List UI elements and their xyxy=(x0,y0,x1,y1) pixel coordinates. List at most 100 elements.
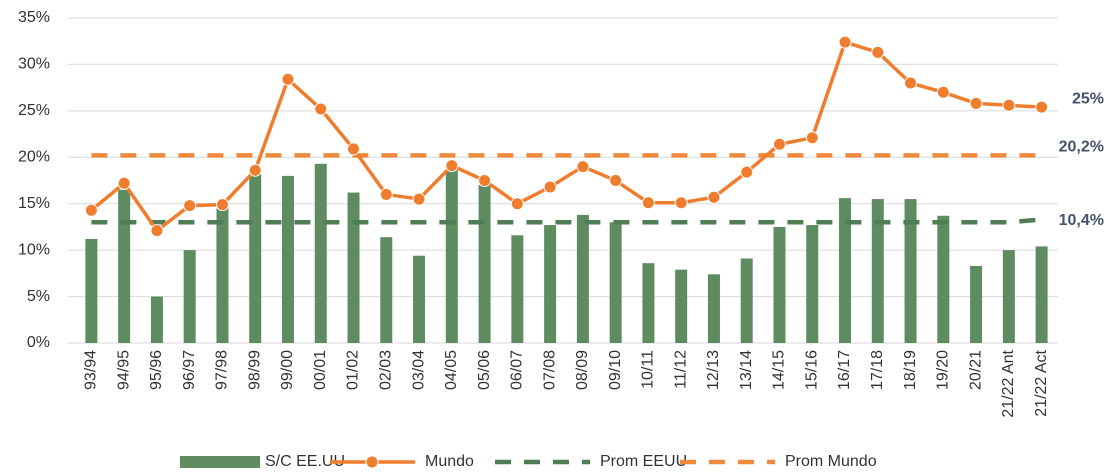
x-tick-label: 14/15 xyxy=(771,350,788,390)
x-tick-label: 09/10 xyxy=(607,350,624,390)
bar xyxy=(609,222,622,343)
marker xyxy=(84,203,98,217)
marker xyxy=(609,174,623,187)
y-tick-label: 0% xyxy=(27,334,50,351)
x-tick-label: 18/19 xyxy=(902,350,919,390)
bar xyxy=(413,255,426,343)
marker xyxy=(674,196,688,210)
x-tick-label: 21/22 Act xyxy=(1033,349,1050,416)
marker xyxy=(117,176,131,190)
x-tick-label: 96/97 xyxy=(181,350,198,390)
y-tick-label: 35% xyxy=(18,9,50,26)
x-tick-label: 19/20 xyxy=(935,350,952,390)
bar xyxy=(544,225,557,343)
bar xyxy=(347,192,360,343)
marker xyxy=(805,131,819,145)
marker xyxy=(838,35,852,49)
marker xyxy=(871,45,885,59)
x-tick-label: 03/04 xyxy=(410,350,427,390)
bar xyxy=(118,189,131,343)
annotation: 20,2% xyxy=(1059,139,1104,156)
y-tick-label: 10% xyxy=(18,241,50,258)
y-tick-label: 25% xyxy=(18,102,50,119)
marker xyxy=(1002,98,1016,112)
legend-swatch xyxy=(365,455,379,469)
bar xyxy=(576,214,589,343)
x-tick-label: 02/03 xyxy=(378,350,395,390)
bar xyxy=(740,258,753,343)
bar xyxy=(904,199,917,343)
marker xyxy=(150,224,164,238)
x-tick-label: 05/06 xyxy=(476,350,493,390)
x-tick-label: 21/22 Ant xyxy=(1000,349,1017,417)
marker xyxy=(248,163,262,177)
marker xyxy=(445,159,459,173)
marker xyxy=(576,160,590,174)
y-tick-label: 15% xyxy=(18,195,50,212)
marker xyxy=(740,165,754,179)
bar xyxy=(675,269,688,343)
x-tick-label: 10/11 xyxy=(640,350,657,389)
bar xyxy=(806,225,819,343)
x-tick-label: 93/94 xyxy=(83,350,100,390)
x-tick-label: 17/18 xyxy=(869,350,886,390)
x-tick-label: 99/00 xyxy=(279,350,296,390)
x-tick-label: 98/99 xyxy=(246,350,263,390)
bar xyxy=(85,239,98,343)
x-tick-label: 20/21 xyxy=(967,350,984,390)
x-tick-label: 16/17 xyxy=(836,350,853,390)
line xyxy=(90,39,1042,234)
bar xyxy=(707,274,720,343)
bar xyxy=(249,174,262,343)
bar xyxy=(1002,250,1015,343)
x-tick-label: 11/12 xyxy=(672,350,689,389)
bar xyxy=(511,235,524,343)
marker xyxy=(936,85,950,99)
x-tick-label: 04/05 xyxy=(443,350,460,390)
marker xyxy=(347,142,361,156)
legend-swatch xyxy=(180,456,260,468)
marker xyxy=(478,174,492,187)
marker xyxy=(707,190,721,204)
marker xyxy=(641,196,655,210)
bar xyxy=(380,237,393,343)
x-tick-label: 94/95 xyxy=(115,350,132,390)
x-tick-label: 95/96 xyxy=(148,350,165,390)
bar xyxy=(445,169,458,343)
x-tick-label: 06/07 xyxy=(509,350,526,390)
annotation: 25% xyxy=(1072,90,1104,107)
bar xyxy=(839,198,852,343)
bar xyxy=(183,250,196,343)
legend-label: S/C EE.UU xyxy=(265,453,345,470)
marker xyxy=(215,198,229,212)
marker xyxy=(904,76,918,90)
legend-label: Prom Mundo xyxy=(785,453,877,470)
x-tick-label: 13/14 xyxy=(738,350,755,390)
marker xyxy=(183,199,197,213)
marker xyxy=(543,180,557,194)
x-tick-label: 12/13 xyxy=(705,350,722,390)
legend-label: Prom EEUU xyxy=(600,453,687,470)
marker xyxy=(1035,100,1049,114)
marker xyxy=(772,137,786,151)
y-tick-label: 5% xyxy=(27,288,50,305)
annotation: 10,4% xyxy=(1059,212,1104,229)
x-tick-label: 15/16 xyxy=(803,350,820,390)
marker xyxy=(510,197,524,211)
bar xyxy=(281,175,294,343)
bar xyxy=(1035,246,1048,343)
x-tick-label: 97/98 xyxy=(214,350,231,390)
bar xyxy=(642,263,655,343)
bar xyxy=(871,199,884,343)
average-line xyxy=(91,217,1042,225)
bar xyxy=(216,208,229,343)
marker xyxy=(314,102,328,116)
bar xyxy=(478,185,491,343)
bar xyxy=(150,296,163,343)
bar xyxy=(314,163,327,343)
x-tick-label: 08/09 xyxy=(574,350,591,390)
marker xyxy=(281,72,295,86)
marker xyxy=(969,96,983,110)
y-tick-label: 20% xyxy=(18,149,50,166)
